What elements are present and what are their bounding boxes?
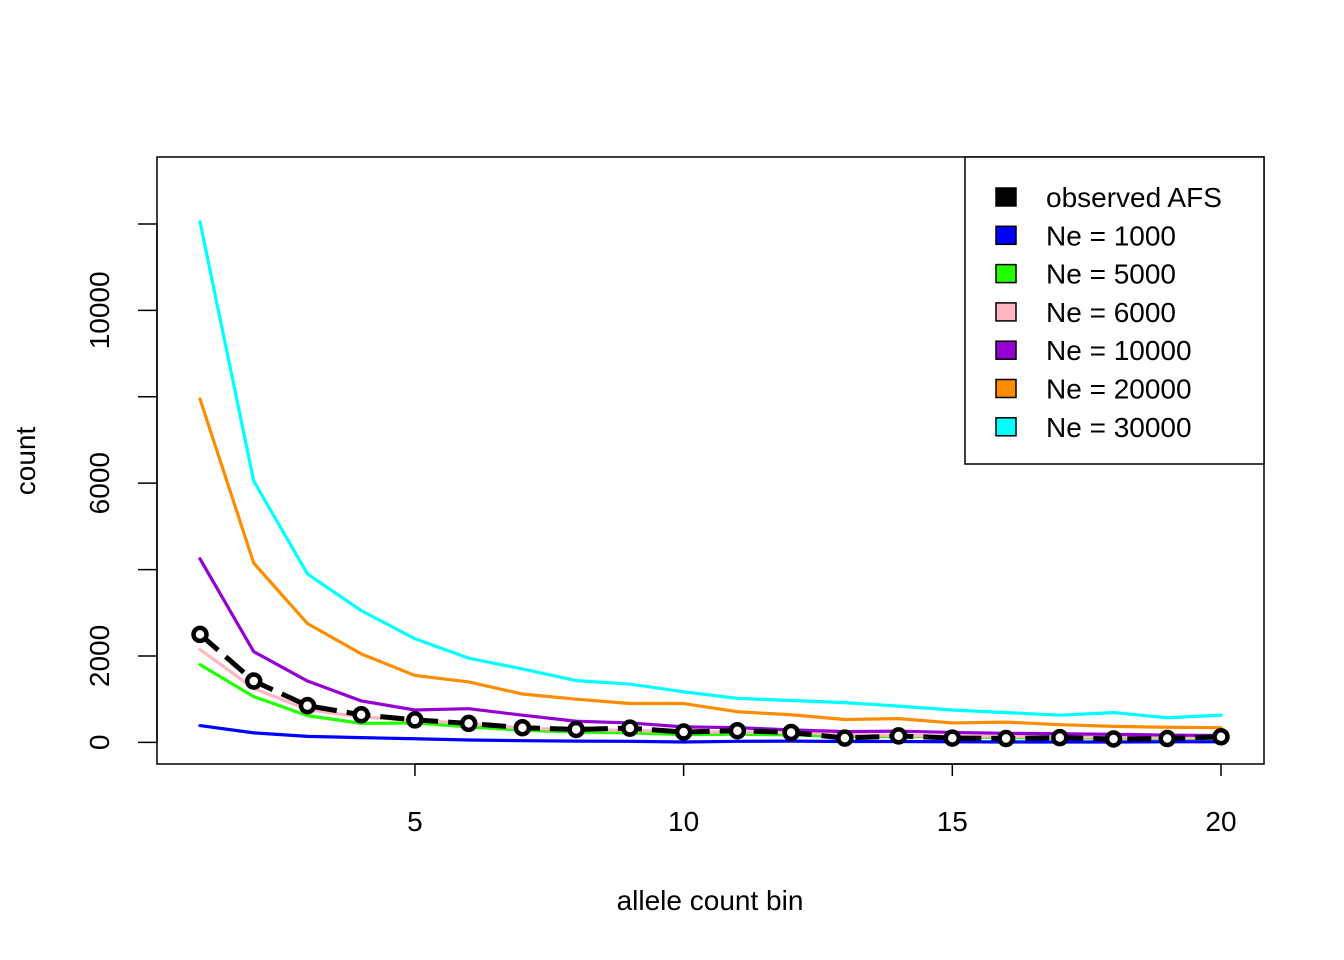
y-tick-label: 6000 bbox=[84, 452, 115, 514]
legend-swatch bbox=[995, 417, 1017, 437]
legend-swatch bbox=[995, 187, 1017, 207]
data-point bbox=[513, 718, 532, 737]
x-tick-label: 20 bbox=[1205, 806, 1236, 837]
legend: observed AFS Ne = 1000 Ne = 5000 Ne = 6000 N… bbox=[964, 156, 1265, 465]
series-line-observed-afs bbox=[198, 632, 1222, 742]
data-point bbox=[836, 729, 854, 747]
data-point bbox=[406, 711, 424, 729]
series-line-ne-30000 bbox=[198, 220, 1223, 720]
data-point bbox=[244, 672, 263, 690]
legend-label: Ne = 30000 bbox=[1046, 412, 1192, 443]
legend-swatch bbox=[995, 378, 1017, 399]
data-point bbox=[728, 721, 747, 740]
legend-swatch bbox=[995, 302, 1017, 322]
legend-label: Ne = 1000 bbox=[1046, 220, 1176, 251]
legend-swatch bbox=[995, 340, 1017, 360]
legend-label: Ne = 20000 bbox=[1046, 374, 1192, 405]
y-tick-label: 2000 bbox=[84, 625, 115, 687]
legend-swatch bbox=[995, 263, 1017, 284]
legend-label: observed AFS bbox=[1046, 182, 1222, 213]
data-point bbox=[459, 714, 478, 733]
x-tick-label: 15 bbox=[937, 806, 968, 837]
y-tick-label: 0 bbox=[84, 735, 115, 751]
data-point bbox=[889, 727, 908, 745]
data-point bbox=[298, 696, 317, 715]
legend-label: Ne = 5000 bbox=[1046, 259, 1176, 290]
legend-label: Ne = 10000 bbox=[1046, 335, 1192, 366]
data-point bbox=[352, 705, 370, 724]
data-point bbox=[782, 723, 800, 742]
y-tick-label: 10000 bbox=[84, 271, 115, 349]
data-point bbox=[997, 729, 1015, 748]
legend-swatch bbox=[995, 225, 1017, 246]
data-point bbox=[943, 729, 962, 747]
legend-label: Ne = 6000 bbox=[1046, 297, 1176, 328]
x-axis-label: allele count bin bbox=[617, 885, 804, 916]
data-point bbox=[1051, 728, 1069, 747]
x-tick-label: 5 bbox=[407, 806, 423, 837]
data-point bbox=[674, 723, 693, 741]
data-point bbox=[621, 719, 639, 737]
data-point bbox=[1212, 728, 1230, 746]
series-line-ne-1000 bbox=[198, 723, 1223, 744]
data-point bbox=[1158, 729, 1177, 748]
series-line-ne-20000 bbox=[198, 397, 1223, 730]
y-axis-label: count bbox=[10, 427, 41, 496]
data-point bbox=[191, 625, 209, 644]
x-tick-label: 10 bbox=[668, 806, 699, 837]
series-layer bbox=[191, 220, 1230, 748]
series-line-ne-10000 bbox=[198, 557, 1223, 738]
data-point bbox=[567, 720, 585, 739]
data-point bbox=[1104, 730, 1123, 748]
